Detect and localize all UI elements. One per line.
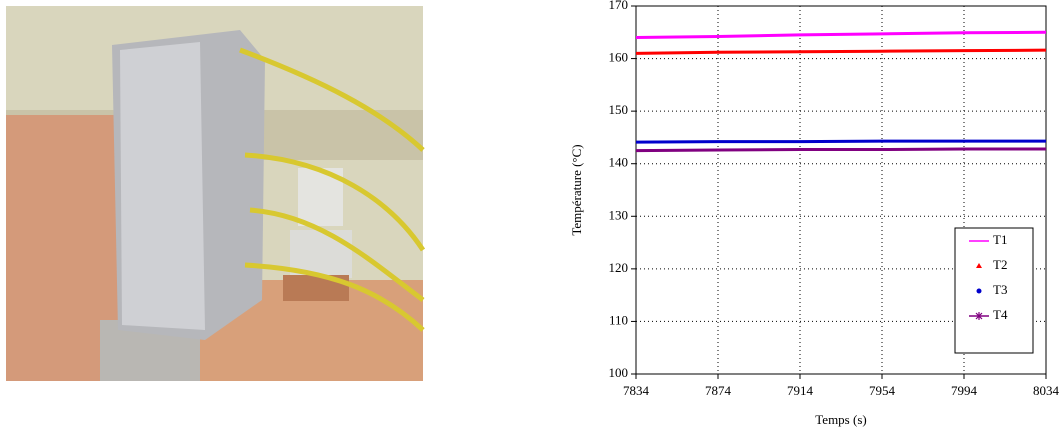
chart: Temps (s) Température (°C) 100 110 120 130 1… [569,0,1060,427]
y-tick-label: 160 [609,50,629,65]
x-tick-label: 7994 [951,383,978,398]
legend-label: T1 [993,232,1007,247]
x-tick-label: 7914 [787,383,814,398]
y-tick-label: 110 [609,312,628,327]
x-tick-label: 7834 [623,383,650,398]
series-line [635,147,1046,153]
x-tick-label: 8034 [1033,383,1060,398]
legend-box [954,227,1034,354]
photo-wires [239,47,426,332]
x-tick-label: 7874 [705,383,732,398]
y-tick-label: 140 [609,155,629,170]
y-axis-title: Température (°C) [569,144,584,235]
series-line [635,139,1046,144]
legend-label: T2 [993,257,1007,272]
legend-label: T4 [993,307,1008,322]
y-tick-label: 130 [609,207,629,222]
y-tick-label: 150 [609,102,629,117]
photo [6,6,426,381]
x-tick-label: 7954 [869,383,896,398]
series-line [635,48,1047,55]
plot-border [635,5,1047,375]
y-tick-label: 100 [609,365,629,380]
series-line [635,30,1047,40]
legend-marker [975,312,983,320]
legend-marker [976,263,982,268]
x-axis-title: Temps (s) [815,412,866,427]
photo-foil-face [120,42,205,330]
y-tick-label: 170 [609,0,629,12]
legend-marker [976,288,982,294]
legend-label: T3 [993,282,1007,297]
y-tick-label: 120 [609,260,629,275]
